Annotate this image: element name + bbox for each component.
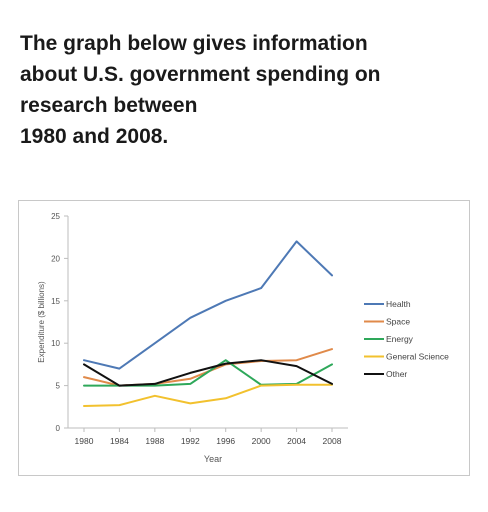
series-line-health [83, 240, 333, 370]
x-axis-label: Year [204, 454, 222, 464]
series-line-other [83, 359, 333, 387]
legend-label-health: Health [386, 299, 411, 309]
legend-label-other: Other [386, 369, 407, 379]
x-tick-label: 1988 [145, 436, 164, 446]
x-tick-label: 1984 [110, 436, 129, 446]
heading-line-3: research between [20, 94, 198, 117]
chart-frame: 0 5 10 15 20 25 1980 1984 1988 1992 1996 2000 2004 20… [18, 200, 470, 476]
chart-legend: Health Space Energy General Science Other [364, 299, 449, 379]
y-tick-label: 5 [56, 382, 61, 391]
legend-label-general-science: General Science [386, 352, 449, 362]
y-tick-label: 0 [56, 424, 61, 433]
x-tick-label: 1980 [75, 436, 94, 446]
legend-label-space: Space [386, 317, 410, 327]
x-tick-label: 1992 [181, 436, 200, 446]
y-tick-label: 15 [51, 297, 60, 306]
chart-axes: 0 5 10 15 20 25 1980 1984 1988 1992 1996 2000 2004 20… [51, 212, 348, 446]
question-heading: The graph below gives information about … [20, 28, 460, 152]
x-tick-label: 1996 [216, 436, 235, 446]
x-tick-label: 2004 [287, 436, 306, 446]
y-axis-label: Expenditure ($ billions) [37, 281, 46, 363]
y-tick-label: 20 [51, 254, 60, 263]
series-line-general-science [83, 383, 333, 407]
chart-border [18, 200, 470, 476]
line-chart: 0 5 10 15 20 25 1980 1984 1988 1992 1996 2000 2004 20… [18, 200, 470, 476]
heading-line-2: about U.S. government spending on [20, 63, 381, 86]
heading-line-4: 1980 and 2008. [20, 125, 169, 148]
chart-series [83, 240, 333, 407]
heading-line-1: The graph below gives information [20, 32, 368, 55]
y-tick-label: 25 [51, 212, 60, 221]
y-tick-label: 10 [51, 339, 60, 348]
legend-label-energy: Energy [386, 334, 414, 344]
x-tick-label: 2008 [323, 436, 342, 446]
x-tick-label: 2000 [252, 436, 271, 446]
